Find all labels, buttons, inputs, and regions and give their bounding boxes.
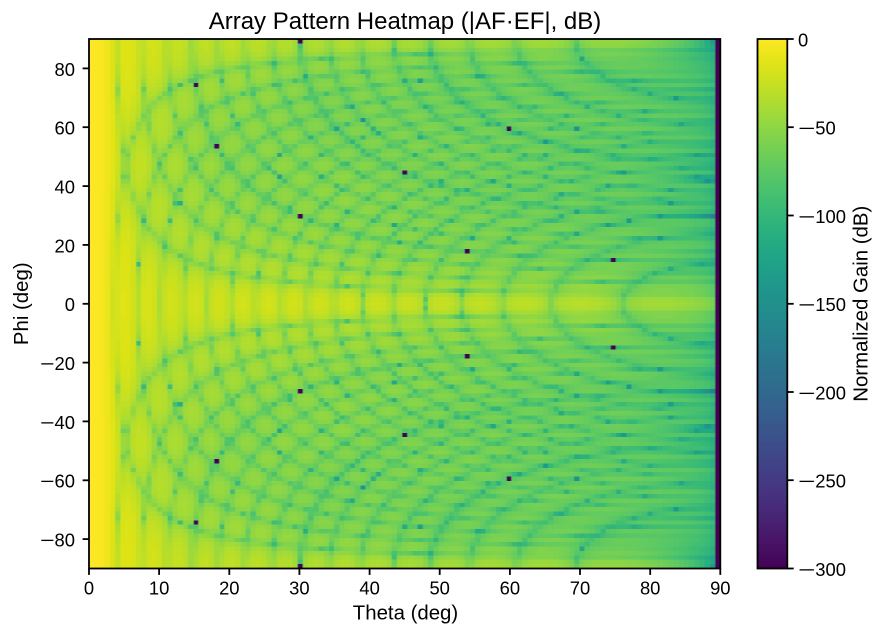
svg-text:−300: −300 [798, 559, 846, 580]
svg-text:Theta (deg): Theta (deg) [353, 603, 458, 625]
svg-text:Normalized Gain (dB): Normalized Gain (dB) [850, 206, 872, 402]
svg-text:60: 60 [500, 578, 520, 599]
svg-text:50: 50 [429, 578, 449, 599]
svg-text:10: 10 [149, 578, 169, 599]
svg-text:−20: −20 [40, 353, 75, 374]
svg-text:0: 0 [65, 294, 75, 315]
svg-text:60: 60 [55, 118, 75, 139]
svg-text:−40: −40 [40, 412, 75, 433]
svg-text:−80: −80 [40, 530, 75, 551]
svg-text:0: 0 [84, 578, 94, 599]
svg-text:20: 20 [219, 578, 239, 599]
svg-text:90: 90 [710, 578, 730, 599]
svg-text:40: 40 [359, 578, 379, 599]
svg-text:Array Pattern Heatmap (|AF·EF|: Array Pattern Heatmap (|AF·EF|, dB) [209, 8, 602, 35]
svg-text:80: 80 [640, 578, 660, 599]
svg-text:−60: −60 [40, 471, 75, 492]
svg-text:−150: −150 [798, 294, 846, 315]
svg-text:−50: −50 [798, 118, 836, 139]
svg-text:0: 0 [798, 29, 808, 50]
svg-text:20: 20 [55, 235, 75, 256]
svg-text:70: 70 [570, 578, 590, 599]
svg-text:−100: −100 [798, 206, 846, 227]
svg-text:Phi (deg): Phi (deg) [11, 262, 33, 345]
svg-text:30: 30 [289, 578, 309, 599]
svg-text:40: 40 [55, 177, 75, 198]
svg-text:80: 80 [55, 59, 75, 80]
svg-text:−250: −250 [798, 471, 846, 492]
svg-text:−200: −200 [798, 382, 846, 403]
